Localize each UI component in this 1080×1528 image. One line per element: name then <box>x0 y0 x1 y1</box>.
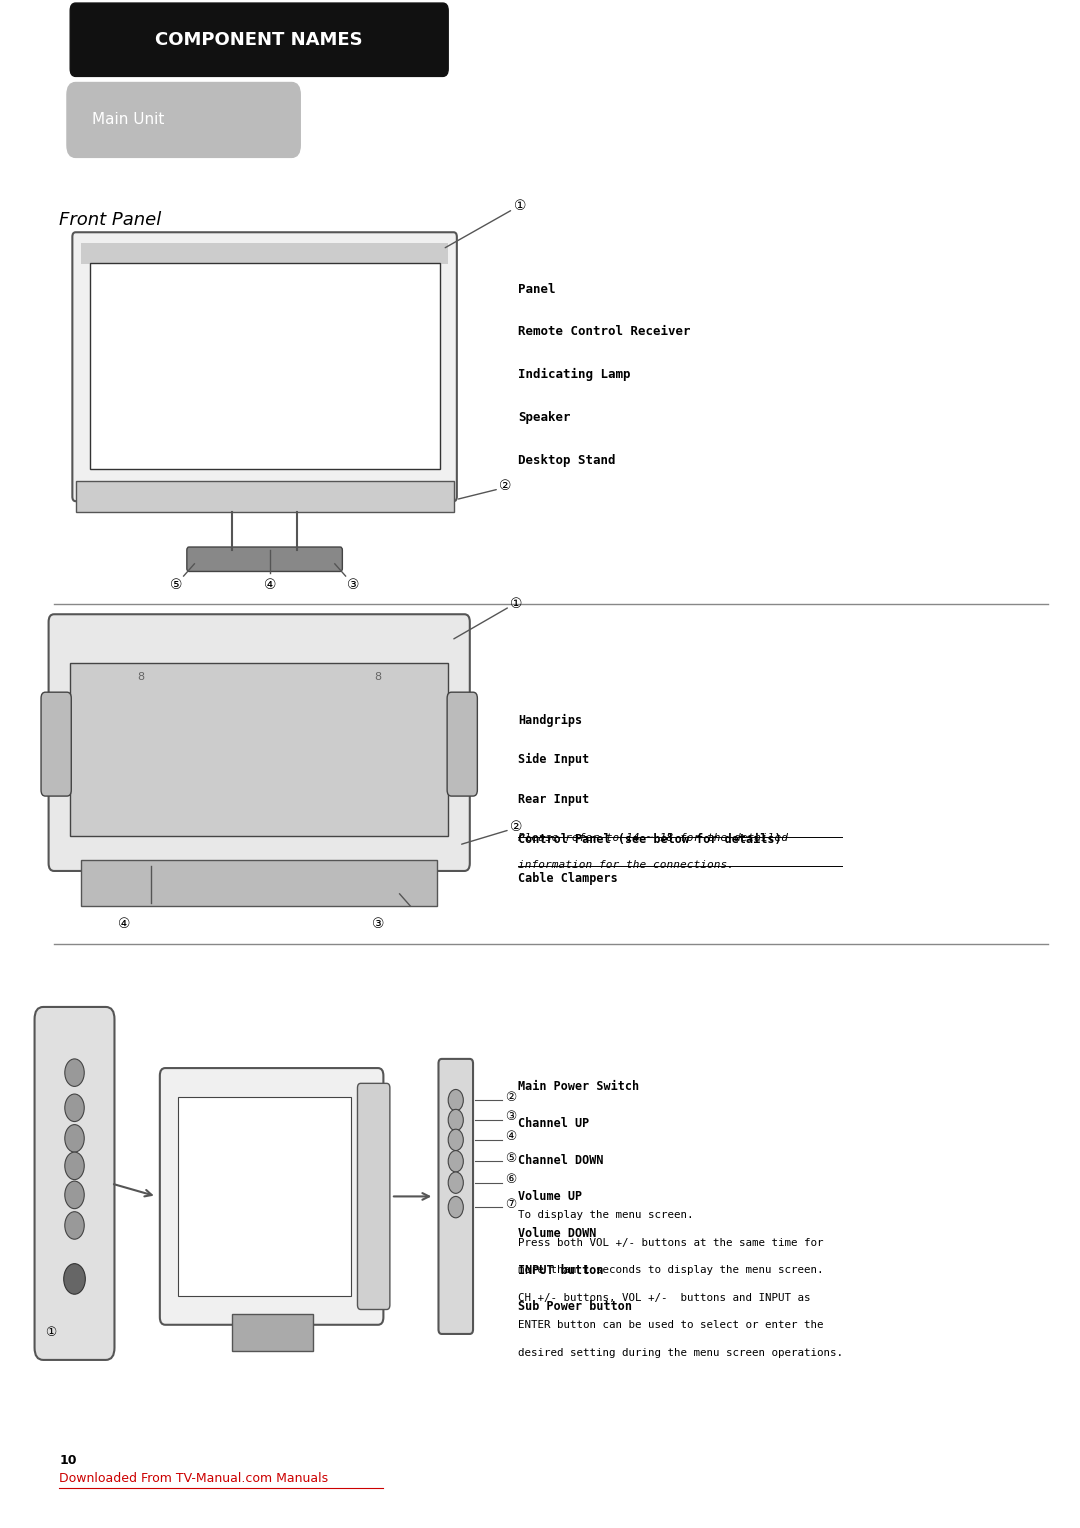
FancyBboxPatch shape <box>187 547 342 571</box>
Text: ⑥: ⑥ <box>505 1174 516 1186</box>
Text: ①: ① <box>510 596 523 611</box>
FancyBboxPatch shape <box>41 692 71 796</box>
Circle shape <box>448 1196 463 1218</box>
Text: ③: ③ <box>505 1111 516 1123</box>
FancyBboxPatch shape <box>49 614 470 871</box>
Text: Front Panel: Front Panel <box>59 211 162 229</box>
FancyBboxPatch shape <box>438 1059 473 1334</box>
Circle shape <box>65 1125 84 1152</box>
Text: ②: ② <box>499 478 512 494</box>
Text: Volume UP: Volume UP <box>518 1190 582 1204</box>
Text: Side Input: Side Input <box>518 753 590 767</box>
Circle shape <box>65 1212 84 1239</box>
Text: desired setting during the menu screen operations.: desired setting during the menu screen o… <box>518 1348 843 1358</box>
Bar <box>232 1314 313 1351</box>
Text: Desktop Stand: Desktop Stand <box>518 454 616 468</box>
FancyBboxPatch shape <box>72 232 457 501</box>
Text: To display the menu screen.: To display the menu screen. <box>518 1210 693 1221</box>
Circle shape <box>448 1172 463 1193</box>
Bar <box>70 663 448 836</box>
Text: Main Power Switch: Main Power Switch <box>518 1080 639 1094</box>
Bar <box>90 263 440 469</box>
Text: ENTER button can be used to select or enter the: ENTER button can be used to select or en… <box>518 1320 824 1331</box>
Bar <box>81 243 448 264</box>
Bar <box>76 481 454 512</box>
Text: Panel: Panel <box>518 283 556 296</box>
Text: ⑤: ⑤ <box>170 578 183 593</box>
FancyBboxPatch shape <box>35 1007 114 1360</box>
FancyBboxPatch shape <box>70 3 448 76</box>
FancyBboxPatch shape <box>357 1083 390 1309</box>
Text: information for the connections.: information for the connections. <box>518 860 734 871</box>
Text: Control Panel (see below for details): Control Panel (see below for details) <box>518 833 782 847</box>
Circle shape <box>65 1152 84 1180</box>
Bar <box>81 860 437 906</box>
Text: ③: ③ <box>347 578 360 593</box>
Circle shape <box>65 1094 84 1122</box>
Text: Cable Clampers: Cable Clampers <box>518 872 618 886</box>
Text: Volume DOWN: Volume DOWN <box>518 1227 597 1241</box>
Text: Main Unit: Main Unit <box>92 113 164 127</box>
Text: ③: ③ <box>372 917 384 932</box>
Text: ②: ② <box>510 819 523 834</box>
Text: ①: ① <box>45 1325 56 1339</box>
Text: Sub Power button: Sub Power button <box>518 1300 633 1314</box>
Circle shape <box>448 1151 463 1172</box>
FancyBboxPatch shape <box>447 692 477 796</box>
Text: Channel UP: Channel UP <box>518 1117 590 1131</box>
Circle shape <box>65 1181 84 1209</box>
Text: Rear Input: Rear Input <box>518 793 590 807</box>
Text: ②: ② <box>505 1091 516 1103</box>
Text: ④: ④ <box>264 578 276 593</box>
Circle shape <box>448 1109 463 1131</box>
Text: ④: ④ <box>505 1131 516 1143</box>
Text: 8: 8 <box>137 672 144 681</box>
Text: 10: 10 <box>59 1453 77 1467</box>
Circle shape <box>448 1089 463 1111</box>
Text: Handgrips: Handgrips <box>518 714 582 727</box>
Text: Please refer to 14 ~ 18 for the detailed: Please refer to 14 ~ 18 for the detailed <box>518 833 788 843</box>
Circle shape <box>64 1264 85 1294</box>
FancyBboxPatch shape <box>160 1068 383 1325</box>
Text: 8: 8 <box>375 672 381 681</box>
FancyBboxPatch shape <box>67 83 300 157</box>
Text: ⑤: ⑤ <box>505 1152 516 1164</box>
Circle shape <box>65 1059 84 1086</box>
Text: ④: ④ <box>118 917 131 932</box>
Circle shape <box>448 1129 463 1151</box>
Text: more than 1 seconds to display the menu screen.: more than 1 seconds to display the menu … <box>518 1265 824 1276</box>
Text: ⑦: ⑦ <box>505 1198 516 1210</box>
Text: Remote Control Receiver: Remote Control Receiver <box>518 325 691 339</box>
Text: COMPONENT NAMES: COMPONENT NAMES <box>156 31 363 49</box>
Text: Press both VOL +/- buttons at the same time for: Press both VOL +/- buttons at the same t… <box>518 1238 824 1248</box>
Text: ①: ① <box>514 199 527 214</box>
Text: INPUT button: INPUT button <box>518 1264 604 1277</box>
Text: Channel DOWN: Channel DOWN <box>518 1154 604 1167</box>
Text: CH +/- buttons, VOL +/-  buttons and INPUT as: CH +/- buttons, VOL +/- buttons and INPU… <box>518 1293 811 1303</box>
Bar <box>178 1097 351 1296</box>
Text: Speaker: Speaker <box>518 411 571 425</box>
Text: Indicating Lamp: Indicating Lamp <box>518 368 631 382</box>
Text: Downloaded From TV-Manual.com Manuals: Downloaded From TV-Manual.com Manuals <box>59 1471 328 1485</box>
